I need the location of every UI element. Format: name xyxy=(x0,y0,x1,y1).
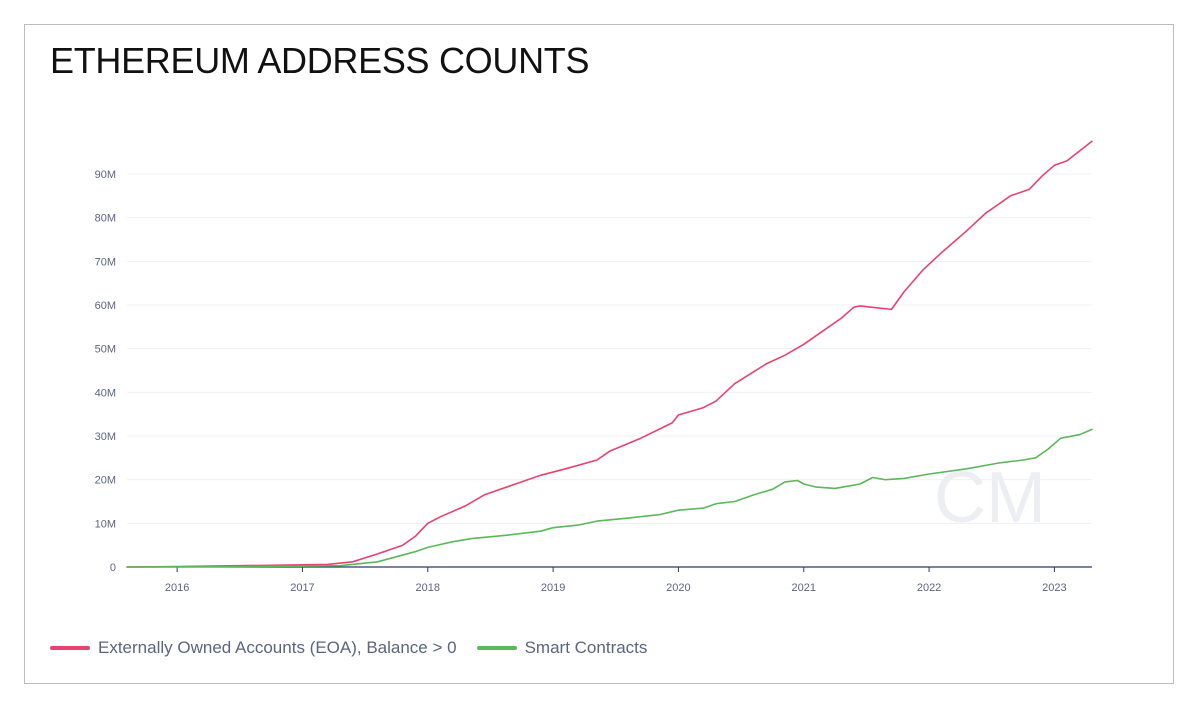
x-tick-label: 2020 xyxy=(666,582,690,594)
legend: Externally Owned Accounts (EOA), Balance… xyxy=(50,638,667,658)
series-line-eoa[interactable] xyxy=(126,140,1093,568)
line-swatch-icon xyxy=(50,646,90,650)
chart-frame xyxy=(24,24,1174,684)
x-tick-label: 2021 xyxy=(792,582,816,594)
x-tick-label: 2023 xyxy=(1042,582,1066,594)
legend-item-eoa[interactable]: Externally Owned Accounts (EOA), Balance… xyxy=(50,638,457,658)
y-tick-label: 70M xyxy=(95,256,116,268)
y-tick-label: 40M xyxy=(95,387,116,399)
y-tick-label: 60M xyxy=(95,300,116,312)
legend-item-smart-contracts[interactable]: Smart Contracts xyxy=(476,638,648,658)
line-swatch-icon xyxy=(476,646,517,650)
y-tick-label: 10M xyxy=(95,518,116,530)
y-tick-label: 20M xyxy=(95,475,116,487)
grid xyxy=(127,173,1092,524)
x-tick-label: 2019 xyxy=(541,582,565,594)
y-tick-label: 80M xyxy=(95,213,116,225)
x-tick-label: 2016 xyxy=(165,582,189,594)
legend-label: Smart Contracts xyxy=(524,638,648,657)
y-tick-label: 90M xyxy=(95,169,116,181)
legend-label: Externally Owned Accounts (EOA), Balance… xyxy=(98,638,457,657)
chart-title: ETHEREUM ADDRESS COUNTS xyxy=(50,40,590,81)
x-tick-label: 2017 xyxy=(290,582,314,594)
series-line-smart-contracts[interactable] xyxy=(126,428,1093,568)
x-tick-label: 2018 xyxy=(416,582,440,594)
watermark-logo: CM xyxy=(934,458,1046,538)
series xyxy=(126,140,1093,568)
y-tick-label: 30M xyxy=(95,431,116,443)
axes: 0 10M 20M 30M 40M 50M 60M 70M 80M 90M 2016 2017 2018… xyxy=(95,169,1092,594)
y-tick-label: 50M xyxy=(95,344,116,356)
y-tick-label: 0 xyxy=(110,562,116,574)
x-tick-label: 2022 xyxy=(917,582,941,594)
